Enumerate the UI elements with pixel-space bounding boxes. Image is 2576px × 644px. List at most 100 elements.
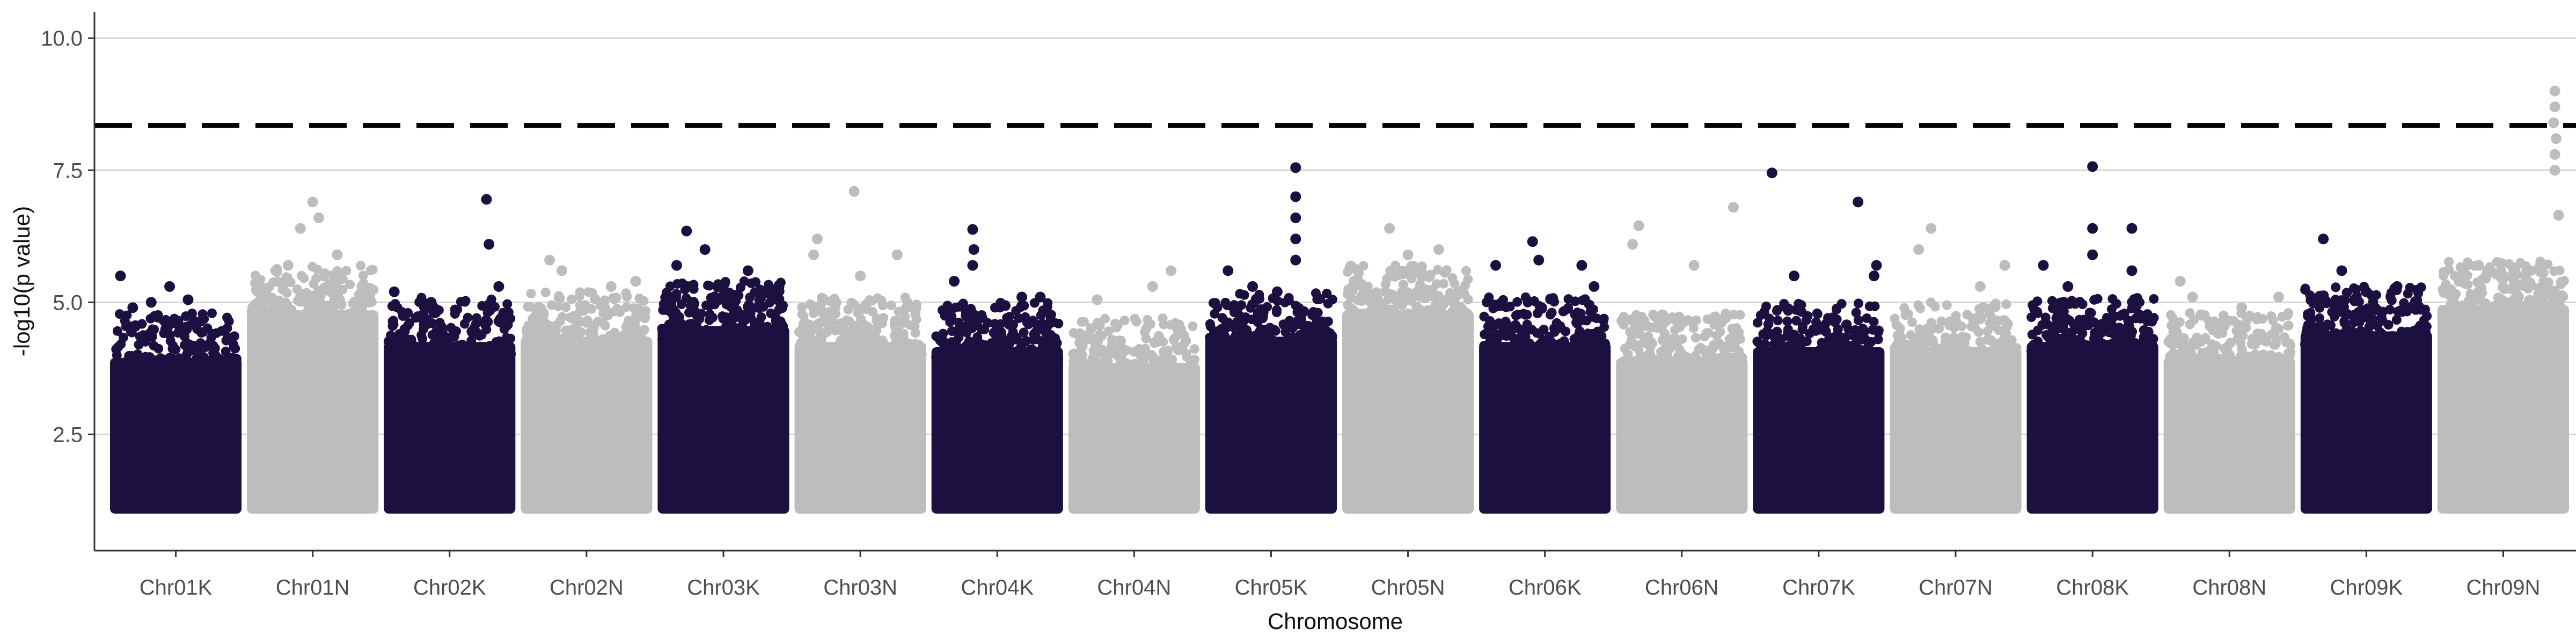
- point: [1258, 312, 1268, 322]
- point: [864, 349, 874, 360]
- point: [1154, 333, 1165, 343]
- point: [984, 354, 994, 364]
- point: [2047, 296, 2057, 306]
- point: [2172, 338, 2182, 348]
- point: [450, 304, 460, 314]
- point: [1398, 280, 1408, 290]
- point: [1308, 334, 1318, 344]
- point: [2512, 270, 2522, 280]
- point: [1087, 334, 1097, 344]
- point: [2252, 314, 2262, 325]
- point: [180, 331, 190, 341]
- peak-point: [2391, 281, 2403, 292]
- point: [1256, 304, 1267, 314]
- point: [763, 333, 773, 343]
- peak-point: [1166, 265, 1177, 276]
- point: [1656, 347, 1666, 357]
- point-band-Chr02N: [521, 336, 653, 514]
- point: [2089, 295, 2099, 305]
- point: [319, 272, 329, 282]
- point: [2537, 285, 2547, 295]
- point: [557, 312, 567, 322]
- point: [2391, 315, 2402, 325]
- point: [673, 334, 683, 344]
- point-band-Chr08K: [2026, 342, 2158, 514]
- point: [411, 313, 421, 323]
- point: [681, 293, 691, 303]
- point: [726, 302, 736, 312]
- point: [302, 297, 312, 308]
- point: [110, 359, 120, 369]
- point: [2114, 350, 2125, 360]
- point: [460, 297, 470, 307]
- point: [1312, 294, 1322, 304]
- point: [1130, 313, 1140, 324]
- point: [1851, 308, 1861, 318]
- peak-point: [1853, 196, 1864, 208]
- point: [1641, 339, 1651, 349]
- point: [1014, 313, 1024, 324]
- point: [1674, 311, 1684, 321]
- point: [1959, 355, 1969, 365]
- point: [1461, 266, 1471, 276]
- point-band-Chr04K: [931, 347, 1063, 514]
- point: [153, 361, 164, 371]
- point: [343, 309, 353, 319]
- peak-point: [855, 270, 866, 282]
- point: [1579, 346, 1590, 356]
- point: [589, 323, 599, 333]
- point: [2504, 259, 2514, 269]
- point: [164, 366, 174, 376]
- point: [386, 330, 396, 340]
- point: [1173, 325, 1183, 335]
- point: [1974, 304, 1985, 314]
- point: [1926, 318, 1936, 328]
- point: [2149, 313, 2159, 323]
- point: [1951, 311, 1961, 321]
- point: [756, 312, 766, 322]
- point: [657, 334, 668, 345]
- point: [1632, 356, 1642, 367]
- point: [213, 366, 223, 376]
- peak-point: [1868, 270, 1879, 282]
- x-tick-label: Chr01K: [140, 576, 213, 599]
- point: [1484, 325, 1494, 335]
- point: [1690, 333, 1701, 343]
- peak-point: [544, 254, 555, 266]
- point: [830, 325, 840, 335]
- point: [2264, 354, 2274, 364]
- point: [1728, 366, 1738, 376]
- point: [2026, 346, 2036, 356]
- peak-point: [1433, 244, 1444, 255]
- peak-point: [1223, 265, 1234, 276]
- point: [610, 345, 620, 355]
- point: [1344, 313, 1354, 323]
- point: [137, 333, 148, 343]
- point: [895, 327, 905, 338]
- point: [2307, 338, 2317, 348]
- point: [1184, 371, 1194, 381]
- point: [563, 340, 573, 350]
- point: [400, 350, 410, 360]
- point: [135, 358, 145, 369]
- point: [877, 335, 888, 346]
- point: [612, 304, 623, 314]
- point: [622, 292, 632, 302]
- point: [503, 307, 514, 317]
- point: [1965, 347, 1975, 357]
- point: [1773, 316, 1783, 326]
- point: [906, 348, 917, 358]
- point: [1053, 318, 1064, 328]
- peak-point: [481, 194, 492, 205]
- point: [744, 299, 754, 310]
- point: [137, 319, 147, 329]
- point: [1707, 360, 1717, 370]
- point: [1414, 283, 1424, 294]
- point: [2064, 339, 2074, 349]
- point: [2315, 340, 2325, 350]
- point: [1023, 319, 1034, 330]
- point: [2266, 365, 2277, 375]
- point: [1030, 327, 1041, 338]
- point: [1251, 294, 1261, 304]
- point: [2252, 363, 2263, 373]
